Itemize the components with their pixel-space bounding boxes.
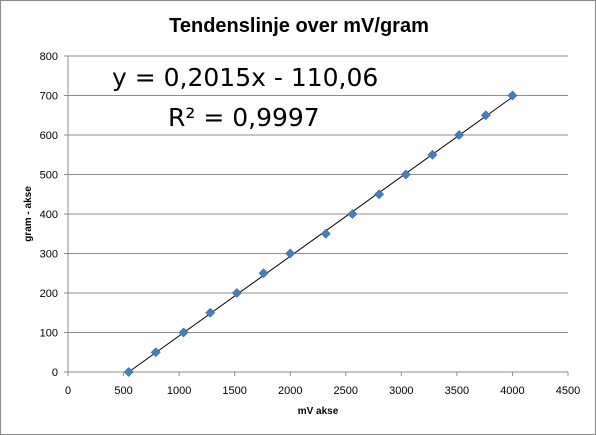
y-tick-label: 700: [40, 91, 58, 103]
data-point: [231, 288, 242, 298]
data-point: [480, 110, 491, 121]
data-point: [258, 268, 269, 279]
axes: [67, 56, 569, 376]
x-tick-label: 4000: [500, 385, 524, 397]
x-tick-label: 4500: [556, 385, 580, 397]
x-tick-label: 3500: [445, 385, 469, 397]
data-point: [123, 367, 134, 377]
data-point: [374, 189, 385, 200]
y-tick-labels: 0 100 200 300 400 500 600 700 800: [40, 51, 58, 379]
x-tick-label: 2000: [278, 385, 302, 397]
data-point: [178, 327, 189, 338]
y-tick-label: 800: [40, 51, 58, 63]
x-tick-label: 1500: [222, 385, 246, 397]
x-tick-label: 1000: [167, 385, 191, 397]
y-tick-label: 100: [40, 328, 58, 340]
x-tick-labels: 0 500 1000 1500 2000 2500 3000 3500 4000 4500: [65, 385, 580, 397]
y-tick-label: 200: [40, 288, 58, 300]
data-point: [507, 90, 518, 101]
y-tick-label: 400: [40, 209, 58, 221]
r-squared-label: R² = 0,9997: [168, 103, 320, 132]
data-point: [347, 209, 358, 219]
data-point: [454, 130, 465, 140]
y-axis-label: gram - akse: [23, 186, 34, 242]
gridlines: [64, 55, 568, 373]
data-point: [205, 307, 216, 318]
data-point: [320, 228, 331, 239]
y-tick-label: 0: [52, 367, 58, 379]
x-axis-label: mV akse: [298, 406, 339, 417]
y-tick-label: 500: [40, 170, 58, 182]
y-tick-label: 300: [40, 249, 58, 261]
data-point: [400, 169, 411, 180]
data-point: [285, 248, 296, 259]
data-points: [123, 90, 518, 377]
x-tick-label: 2500: [334, 385, 358, 397]
trendline-equation: y = 0,2015x - 110,06: [112, 63, 378, 92]
trendline-group: [128, 96, 513, 373]
y-tick-label: 600: [40, 130, 58, 142]
chart-title: Tendenslinje over mV/gram: [169, 15, 429, 37]
data-point: [427, 149, 438, 160]
x-tick-label: 3000: [389, 385, 413, 397]
trendline: [128, 96, 513, 373]
x-tick-label: 0: [65, 385, 71, 397]
x-tick-label: 500: [114, 385, 132, 397]
data-point: [150, 347, 161, 358]
